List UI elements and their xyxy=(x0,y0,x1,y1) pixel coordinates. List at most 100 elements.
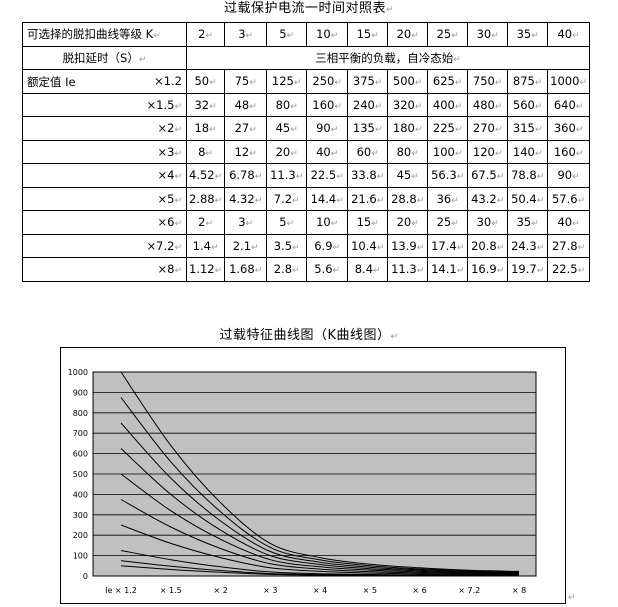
x-tick-label: × 3 xyxy=(263,586,277,595)
paragraph-mark-icon: ↵ xyxy=(575,101,584,112)
ratio-cell: ×6↵ xyxy=(22,210,187,235)
value-cell-text: 6.78 xyxy=(229,168,255,183)
value-cell-text: 1000 xyxy=(550,74,580,89)
series-line-k5 xyxy=(120,550,520,576)
value-cell: 6.9↵ xyxy=(306,233,349,258)
paragraph-mark-icon: ↵ xyxy=(174,242,182,253)
paragraph-mark-icon: ↵ xyxy=(286,219,295,230)
value-cell: 240↵ xyxy=(347,92,389,117)
paragraph-mark-icon: ↵ xyxy=(577,266,586,277)
ratio-text: ×1.2 xyxy=(154,74,182,88)
value-cell-text: 67.5 xyxy=(471,168,497,183)
value-cell-text: 57.6 xyxy=(551,191,578,206)
paragraph-mark-icon: ↵ xyxy=(174,101,182,112)
value-cell: 160↵ xyxy=(547,139,590,164)
paragraph-mark-icon: ↵ xyxy=(295,172,304,183)
y-tick-label: 400 xyxy=(73,490,88,499)
value-cell: 90↵ xyxy=(547,163,590,188)
value-cell: 135↵ xyxy=(347,116,389,141)
paragraph-mark-icon: ↵ xyxy=(209,101,217,112)
value-cell: 28.8↵ xyxy=(387,186,429,211)
value-cell: 40↵ xyxy=(547,210,590,235)
value-cell: 2.88↵ xyxy=(185,186,226,211)
value-cell: 125↵ xyxy=(266,69,308,94)
paragraph-mark-icon: ↵ xyxy=(414,78,423,89)
value-cell-text: 30 xyxy=(476,215,492,230)
value-cell: 60↵ xyxy=(347,139,389,164)
value-cell: 12↵ xyxy=(224,139,268,164)
value-cell-text: 2.88 xyxy=(189,191,215,206)
paragraph-mark-icon: ↵ xyxy=(376,172,385,183)
paragraph-mark-icon: ↵ xyxy=(494,101,503,112)
ratio-cell: ×3↵ xyxy=(22,139,187,164)
value-cell-text: 25 xyxy=(436,215,452,230)
value-cell-text: 60 xyxy=(356,144,372,159)
paragraph-mark-icon: ↵ xyxy=(411,172,419,183)
value-cell: 75↵ xyxy=(224,69,268,94)
value-cell-text: 20 xyxy=(396,215,412,230)
table-row: ×1.5↵ 32↵ 48↵ 80↵ 160↵ 240↵ 320↵ 400↵ 480↵ 560↵ 64… xyxy=(22,92,590,117)
value-cell: 875↵ xyxy=(507,69,549,94)
paragraph-mark-icon: ↵ xyxy=(371,219,379,230)
k-value-cell-text: 2 xyxy=(198,27,206,42)
value-cell-text: 400 xyxy=(432,97,455,112)
paragraph-mark-icon: ↵ xyxy=(536,266,545,277)
value-cell: 2↵ xyxy=(185,210,226,235)
value-cell-text: 4.32 xyxy=(229,191,255,206)
y-tick-label: 800 xyxy=(73,409,88,418)
series-line-k25 xyxy=(120,448,520,574)
paragraph-mark-icon: ↵ xyxy=(531,219,539,230)
table-title-text: 过载保护电流一时间对照表 xyxy=(223,1,386,16)
value-cell: 750↵ xyxy=(467,69,509,94)
value-cell: 270↵ xyxy=(467,116,509,141)
paragraph-mark-icon: ↵ xyxy=(336,195,344,206)
value-cell-text: 8.4 xyxy=(354,262,374,277)
paragraph-mark-icon: ↵ xyxy=(496,195,505,206)
paragraph-mark-icon: ↵ xyxy=(531,31,539,42)
value-cell: 14.1↵ xyxy=(427,257,469,282)
paragraph-mark-icon: ↵ xyxy=(496,242,505,253)
value-cell-text: 240 xyxy=(352,97,375,112)
paragraph-mark-icon: ↵ xyxy=(414,125,423,136)
value-cell-text: 90 xyxy=(316,121,331,136)
value-cell-text: 625 xyxy=(432,74,455,89)
ratio-cell: ×1.5↵ xyxy=(22,92,187,117)
paragraph-mark-icon: ↵ xyxy=(451,195,459,206)
table-row: ×6↵ 2↵ 3↵ 5↵ 10↵ 15↵ 20↵ 25↵ 30↵ 35↵ 40↵ xyxy=(22,210,590,235)
k-value-cell-text: 40 xyxy=(557,27,573,42)
value-cell: 22.5↵ xyxy=(547,257,590,282)
paragraph-mark-icon: ↵ xyxy=(292,195,300,206)
paragraph-mark-icon: ↵ xyxy=(174,172,182,183)
paragraph-mark-icon: ↵ xyxy=(575,125,584,136)
paragraph-mark-icon: ↵ xyxy=(496,266,505,277)
paragraph-mark-icon: ↵ xyxy=(577,195,586,206)
value-cell-text: 1.12 xyxy=(189,262,215,277)
y-tick-label: 100 xyxy=(73,552,88,561)
series-line-k10 xyxy=(120,524,520,576)
series-line-k30 xyxy=(120,422,520,574)
paragraph-mark-icon: ↵ xyxy=(496,172,505,183)
value-cell-text: 500 xyxy=(392,74,415,89)
x-tick-label: × 5 xyxy=(363,586,377,595)
value-cell-text: 360 xyxy=(553,121,576,136)
value-cell: 500↵ xyxy=(387,69,429,94)
table-row: ×3↵ 8↵ 12↵ 20↵ 40↵ 60↵ 80↵ 100↵ 120↵ 140↵ 160↵ xyxy=(22,139,590,164)
paragraph-mark-icon: ↵ xyxy=(456,242,465,253)
value-cell-text: 135 xyxy=(352,121,375,136)
value-cell: 45↵ xyxy=(266,116,308,141)
value-cell-text: 12 xyxy=(234,144,250,159)
k-value-cell-text: 10 xyxy=(316,27,331,42)
paragraph-mark-icon: ↵ xyxy=(454,101,463,112)
value-cell-text: 36 xyxy=(436,191,452,206)
paragraph-mark-icon: ↵ xyxy=(411,148,419,159)
table-row: ×8↵ 1.12↵ 1.68↵ 2.8↵ 5.6↵ 8.4↵ 11.3↵ 14.1↵ 16.9↵… xyxy=(22,257,590,282)
value-cell: 7.2↵ xyxy=(266,186,308,211)
paragraph-mark-icon: ↵ xyxy=(214,266,223,277)
value-cell: 48↵ xyxy=(224,92,268,117)
k-value-cell-text: 5 xyxy=(279,27,287,42)
value-cell: 250↵ xyxy=(306,69,349,94)
value-cell: 80↵ xyxy=(266,92,308,117)
value-cell: 14.4↵ xyxy=(306,186,349,211)
ratio-cell: ×4↵ xyxy=(22,163,187,188)
paragraph-mark-icon: ↵ xyxy=(456,172,465,183)
